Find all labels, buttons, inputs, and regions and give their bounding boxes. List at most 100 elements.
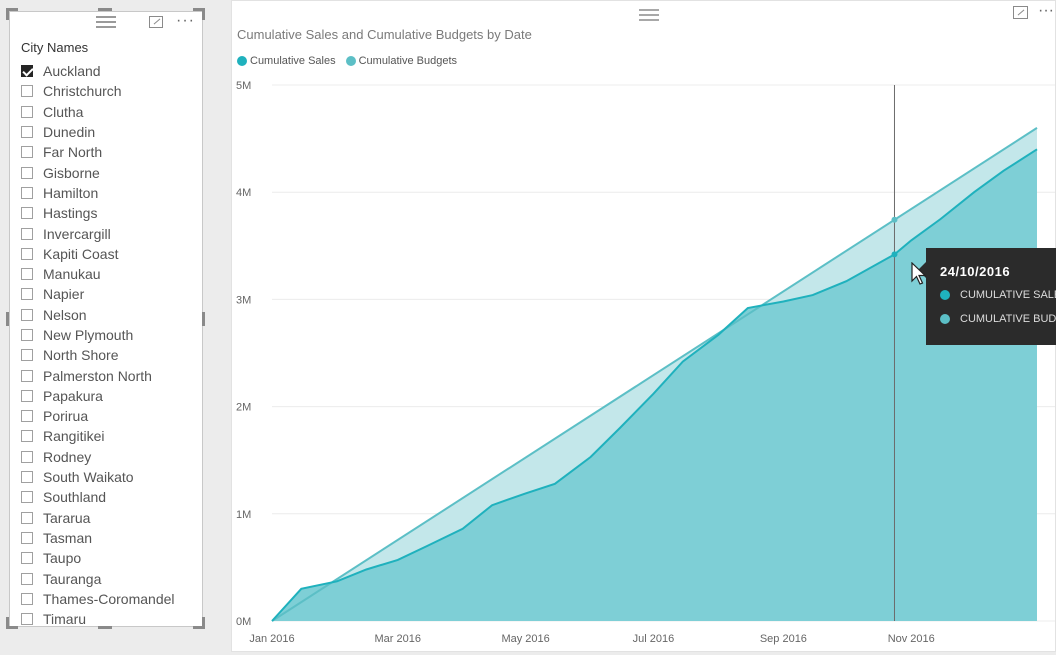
chart-legend: Cumulative Sales Cumulative Budgets xyxy=(237,55,467,67)
city-label: Auckland xyxy=(43,63,101,80)
city-item[interactable]: South Waikato xyxy=(21,467,201,487)
city-checkbox[interactable] xyxy=(21,592,33,605)
sales-line[interactable] xyxy=(271,148,1038,622)
city-checkbox[interactable] xyxy=(21,511,33,524)
chart-tooltip: 24/10/2016 CUMULATIVE SALES CUMULATIVE B… xyxy=(918,248,1056,345)
city-checkbox[interactable] xyxy=(21,308,33,321)
x-tick-label: Sep 2016 xyxy=(760,633,807,645)
city-checkbox[interactable] xyxy=(21,613,33,626)
city-checkbox[interactable] xyxy=(21,166,33,179)
city-item[interactable]: Hastings xyxy=(21,203,201,223)
city-checkbox[interactable] xyxy=(21,531,33,544)
city-checkbox[interactable] xyxy=(21,552,33,565)
chart-plot[interactable]: 0M 1M 2M 3M 4M 5M Jan 2016 Mar 2016 May 2016 Jul … xyxy=(232,1,1055,651)
resize-handle-top[interactable] xyxy=(98,8,112,11)
city-item[interactable]: Timaru xyxy=(21,609,201,626)
city-label: Napier xyxy=(43,286,85,303)
focus-mode-icon[interactable] xyxy=(149,16,163,28)
city-label: Palmerston North xyxy=(43,367,152,384)
city-item[interactable]: Napier xyxy=(21,284,201,304)
resize-handle-right[interactable] xyxy=(202,312,205,326)
city-item[interactable]: Manukau xyxy=(21,264,201,284)
city-item[interactable]: Palmerston North xyxy=(21,365,201,385)
legend-label-sales: Cumulative Sales xyxy=(250,55,336,67)
city-checkbox[interactable] xyxy=(21,349,33,362)
city-checkbox[interactable] xyxy=(21,471,33,484)
city-item[interactable]: Papakura xyxy=(21,386,201,406)
city-item[interactable]: New Plymouth xyxy=(21,325,201,345)
city-item[interactable]: Clutha xyxy=(21,102,201,122)
city-label: Christchurch xyxy=(43,83,122,100)
resize-handle-tl-v[interactable] xyxy=(6,8,9,20)
city-slicer[interactable]: ··· City Names Auckland Christchurch Cluth… xyxy=(9,11,203,627)
focus-mode-icon[interactable] xyxy=(1013,6,1028,19)
city-item[interactable]: Southland xyxy=(21,487,201,507)
resize-handle-bl[interactable] xyxy=(6,626,18,629)
city-checkbox[interactable] xyxy=(21,146,33,159)
city-checkbox[interactable] xyxy=(21,247,33,260)
legend-item-sales[interactable]: Cumulative Sales xyxy=(237,55,336,67)
more-options-icon[interactable]: ··· xyxy=(1038,2,1054,19)
resize-handle-br[interactable] xyxy=(193,626,205,629)
resize-handle-bl-v[interactable] xyxy=(6,617,9,629)
city-item[interactable]: Tauranga xyxy=(21,568,201,588)
more-options-icon[interactable]: ··· xyxy=(176,12,195,29)
resize-handle-bottom[interactable] xyxy=(98,626,112,629)
city-item[interactable]: Tasman xyxy=(21,528,201,548)
city-checkbox[interactable] xyxy=(21,572,33,585)
city-checkbox[interactable] xyxy=(21,85,33,98)
city-item[interactable]: Kapiti Coast xyxy=(21,244,201,264)
line-chart-visual[interactable]: ··· Cumulative Sales and Cumulative Budg… xyxy=(231,0,1056,652)
budgets-line[interactable] xyxy=(271,127,1038,622)
city-checkbox[interactable] xyxy=(21,329,33,341)
city-label: Southland xyxy=(43,489,107,506)
drag-grip-icon[interactable] xyxy=(96,16,116,31)
city-checkbox[interactable] xyxy=(21,126,33,139)
city-item[interactable]: Auckland xyxy=(21,61,201,81)
city-checkbox[interactable] xyxy=(21,288,33,301)
x-tick-label: Jan 2016 xyxy=(249,633,294,645)
tooltip-label-sales: CUMULATIVE SALES xyxy=(960,289,1056,301)
hover-point-budgets xyxy=(891,216,898,223)
city-label: North Shore xyxy=(43,347,119,364)
city-label: Tararua xyxy=(43,509,91,526)
legend-item-budgets[interactable]: Cumulative Budgets xyxy=(345,55,457,67)
city-checkbox[interactable] xyxy=(21,65,33,78)
city-item[interactable]: Hamilton xyxy=(21,183,201,203)
city-checkbox[interactable] xyxy=(21,186,33,199)
drag-grip-icon[interactable] xyxy=(639,9,659,24)
city-item[interactable]: Rodney xyxy=(21,447,201,467)
city-label: Porirua xyxy=(43,408,89,425)
city-item[interactable]: Nelson xyxy=(21,305,201,325)
city-item[interactable]: Invercargill xyxy=(21,223,201,243)
city-checkbox[interactable] xyxy=(21,491,33,504)
city-item[interactable]: Rangitikei xyxy=(21,426,201,446)
city-label: Manukau xyxy=(43,266,101,283)
city-item[interactable]: Far North xyxy=(21,142,201,162)
city-item[interactable]: North Shore xyxy=(21,345,201,365)
city-item[interactable]: Thames-Coromandel xyxy=(21,589,201,609)
city-checkbox[interactable] xyxy=(21,430,33,443)
city-item[interactable]: Taupo xyxy=(21,548,201,568)
city-checkbox[interactable] xyxy=(21,389,33,402)
city-checkbox[interactable] xyxy=(21,207,33,220)
city-checkbox[interactable] xyxy=(21,105,33,118)
city-item[interactable]: Dunedin xyxy=(21,122,201,142)
tooltip-label-budgets: CUMULATIVE BUDGETS xyxy=(960,313,1056,325)
city-item[interactable]: Christchurch xyxy=(21,81,201,101)
resize-handle-tr[interactable] xyxy=(193,8,205,11)
city-checkbox[interactable] xyxy=(21,369,33,382)
city-checkbox[interactable] xyxy=(21,268,33,281)
y-tick-label: 5M xyxy=(236,80,251,92)
city-item[interactable]: Porirua xyxy=(21,406,201,426)
city-checkbox[interactable] xyxy=(21,450,33,463)
city-checkbox[interactable] xyxy=(21,410,33,423)
resize-handle-left[interactable] xyxy=(6,312,9,326)
resize-handle-tr-v[interactable] xyxy=(202,8,205,20)
y-tick-label: 4M xyxy=(236,187,251,199)
city-item[interactable]: Gisborne xyxy=(21,162,201,182)
resize-handle-br-v[interactable] xyxy=(202,617,205,629)
city-item[interactable]: Tararua xyxy=(21,508,201,528)
city-checkbox[interactable] xyxy=(21,227,33,240)
resize-handle-tl[interactable] xyxy=(6,8,18,11)
